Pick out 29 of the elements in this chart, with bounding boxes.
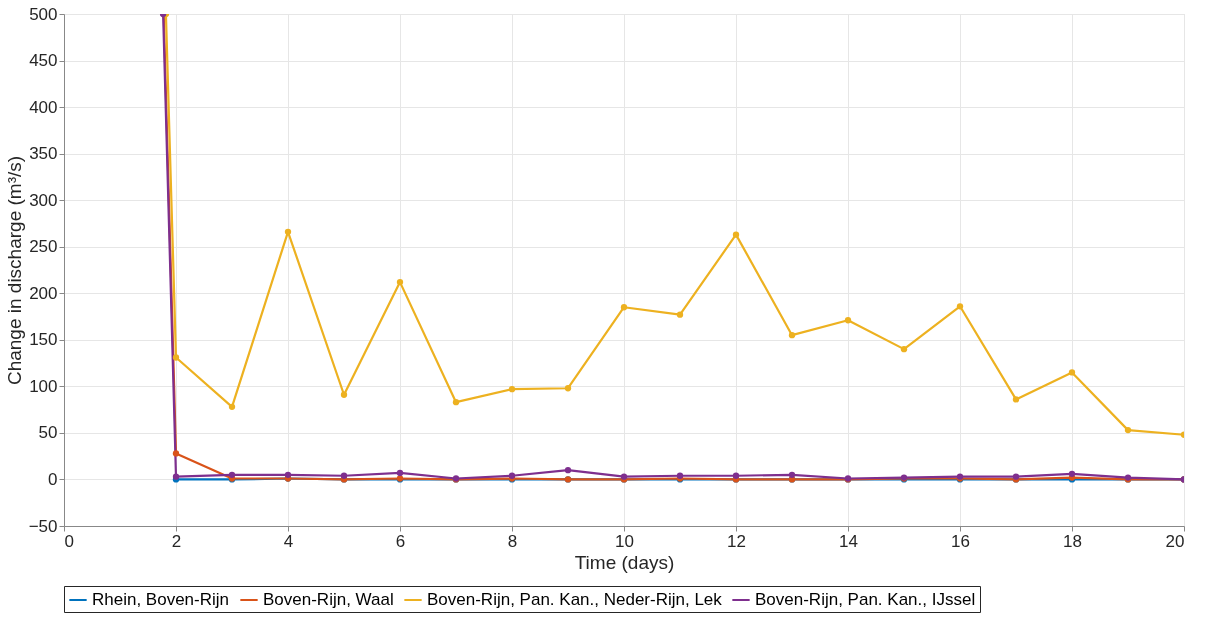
x-tick-label: 2 [171,531,182,551]
y-tick-label: 150 [29,330,58,350]
x-tick-label: 6 [395,531,406,551]
y-tick-label: 350 [29,144,58,164]
x-tick-label: 8 [507,531,518,551]
y-tick-label: −50 [28,516,58,536]
legend-label: Boven-Rijn, Pan. Kan., IJssel [755,590,976,609]
y-tick-label: 300 [29,190,58,210]
x-tick-label: 0 [64,531,74,551]
y-tick-label: 50 [38,423,58,443]
y-tick-label: 450 [29,51,58,71]
x-tick-label: 16 [951,531,970,551]
x-tick-label: 10 [615,531,634,551]
legend-label: Rhein, Boven-Rijn [92,590,230,609]
y-tick-label: 100 [29,376,58,396]
legend-label: Boven-Rijn, Waal [263,590,394,609]
x-tick-label: 12 [727,531,746,551]
y-tick-label: 200 [29,283,58,303]
y-tick-label: 0 [48,469,58,489]
x-axis-title: Time (days) [574,551,675,573]
y-tick-label: 250 [29,237,58,257]
x-tick-label: 14 [839,531,858,551]
y-tick-label: 500 [29,4,58,24]
x-tick-label: 4 [283,531,294,551]
x-tick-label: 20 [1165,531,1185,551]
x-tick-label: 18 [1063,531,1082,551]
y-axis-title: Change in discharge (m³/s) [3,155,25,386]
y-tick-label: 400 [29,97,58,117]
legend-label: Boven-Rijn, Pan. Kan., Neder-Rijn, Lek [427,590,723,609]
